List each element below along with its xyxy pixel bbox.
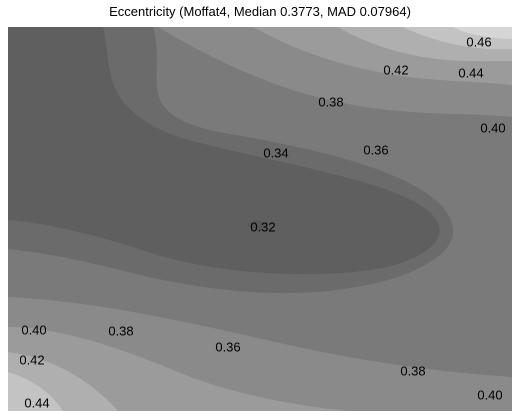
contour-label: 0.40 — [477, 387, 502, 402]
contour-label: 0.34 — [263, 145, 288, 160]
band-032-034 — [8, 27, 440, 275]
band-046-top — [453, 27, 512, 39]
band-044-046-bottom — [8, 372, 63, 411]
contour-label: 0.44 — [24, 395, 49, 410]
contour-label: 0.40 — [21, 322, 46, 337]
contour-label: 0.38 — [108, 323, 133, 338]
band-below-032 — [248, 220, 266, 231]
contour-label: 0.46 — [466, 34, 491, 49]
contour-label: 0.36 — [363, 142, 388, 157]
contour-label: 0.42 — [383, 62, 408, 77]
contour-label: 0.38 — [400, 363, 425, 378]
contour-label: 0.36 — [215, 339, 240, 354]
contour-label: 0.42 — [19, 352, 44, 367]
contour-label: 0.44 — [458, 65, 483, 80]
contour-label: 0.38 — [318, 94, 343, 109]
contour-label: 0.40 — [480, 120, 505, 135]
contour-label: 0.32 — [250, 219, 275, 234]
chart-title: Eccentricity (Moffat4, Median 0.3773, MA… — [109, 4, 411, 19]
contour-labels: 0.46 0.42 0.44 0.38 0.40 0.34 0.36 0.32 0.40 0.38… — [19, 34, 505, 410]
contour-plot: 0.46 0.42 0.44 0.38 0.40 0.34 0.36 0.32 0.40 0.38… — [8, 27, 512, 411]
